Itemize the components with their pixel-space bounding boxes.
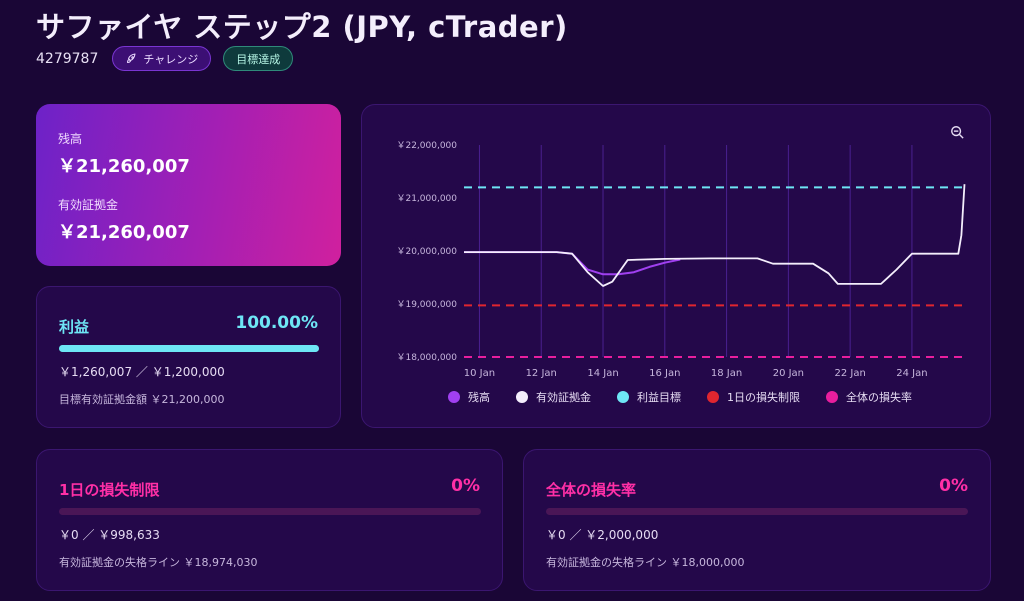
chart-legend: 残高 有効証拠金 利益目標 1日の損失制限 全体の損失率 — [448, 389, 912, 405]
profit-target-text: 目標有効証拠金額 ￥21,200,000 — [59, 393, 225, 406]
daily-loss-title: 1日の損失制限 — [59, 481, 160, 499]
equity-label: 有効証拠金 — [58, 198, 119, 212]
page-title: サファイヤ ステップ2 (JPY, cTrader) — [36, 10, 568, 44]
x-tick-label: 16 Jan — [649, 368, 680, 379]
profit-card: 利益 100.00% ￥1,260,007 ／ ￥1,200,000 目標有効証… — [36, 286, 341, 428]
daily-loss-amounts: ￥0 ／ ￥998,633 — [59, 528, 160, 542]
legend-dot — [516, 391, 528, 403]
achieved-badge-label: 目標達成 — [236, 52, 281, 66]
x-tick-label: 18 Jan — [711, 368, 742, 379]
series-line-0 — [464, 251, 681, 276]
overall-loss-amounts: ￥0 ／ ￥2,000,000 — [546, 528, 659, 542]
y-tick-label: ￥21,000,000 — [396, 194, 457, 204]
legend-label: 利益目標 — [637, 391, 681, 404]
challenge-badge: チャレンジ — [112, 46, 212, 71]
x-tick-label: 24 Jan — [896, 368, 927, 379]
balance-label: 残高 — [58, 132, 83, 146]
daily-loss-card: 1日の損失制限 0% ￥0 ／ ￥998,633 有効証拠金の失格ライン ￥18… — [36, 449, 503, 591]
balance-value: ￥21,260,007 — [58, 156, 190, 177]
overall-loss-card: 全体の損失率 0% ￥0 ／ ￥2,000,000 有効証拠金の失格ライン ￥1… — [523, 449, 991, 591]
profit-percent: 100.00% — [235, 313, 318, 333]
overall-loss-title: 全体の損失率 — [546, 481, 637, 499]
legend-label: 1日の損失制限 — [727, 391, 800, 404]
daily-loss-progress-track — [59, 508, 481, 515]
daily-loss-percent: 0% — [451, 476, 480, 496]
achieved-badge: 目標達成 — [223, 46, 294, 71]
legend-label: 残高 — [468, 391, 490, 404]
x-tick-label: 12 Jan — [526, 368, 557, 379]
legend-dot — [707, 391, 719, 403]
legend-dot — [448, 391, 460, 403]
overall-loss-percent: 0% — [939, 476, 968, 496]
zoom-out-icon[interactable] — [950, 125, 964, 139]
legend-item[interactable]: 利益目標 — [617, 389, 681, 405]
x-tick-label: 10 Jan — [464, 368, 495, 379]
equity-chart: 10 Jan 12 Jan 14 Jan 16 Jan 18 Jan 20 Jan 22 J… — [396, 141, 966, 379]
x-tick-label: 20 Jan — [773, 368, 804, 379]
legend-item[interactable]: 有効証拠金 — [516, 389, 591, 405]
x-tick-label: 14 Jan — [587, 368, 618, 379]
y-tick-label: ￥20,000,000 — [396, 247, 457, 257]
legend-label: 有効証拠金 — [536, 391, 591, 404]
legend-item[interactable]: 全体の損失率 — [826, 389, 912, 405]
daily-loss-fail-text: 有効証拠金の失格ライン ￥18,974,030 — [59, 556, 258, 569]
profit-progress-fill — [59, 345, 319, 352]
balance-card: 残高 ￥21,260,007 有効証拠金 ￥21,260,007 — [36, 104, 341, 266]
overall-loss-progress-track — [546, 508, 968, 515]
legend-item[interactable]: 1日の損失制限 — [707, 389, 800, 405]
account-id: 4279787 — [36, 50, 99, 67]
profit-progress-track — [59, 345, 319, 352]
rocket-icon — [127, 53, 136, 63]
legend-label: 全体の損失率 — [846, 391, 912, 404]
profit-amounts: ￥1,260,007 ／ ￥1,200,000 — [59, 365, 225, 379]
legend-dot — [617, 391, 629, 403]
series-line-1 — [464, 184, 966, 287]
equity-chart-card: 10 Jan 12 Jan 14 Jan 16 Jan 18 Jan 20 Jan 22 J… — [361, 104, 991, 428]
y-tick-label: ￥19,000,000 — [396, 300, 457, 310]
y-tick-label: ￥18,000,000 — [396, 353, 457, 363]
equity-value: ￥21,260,007 — [58, 222, 190, 243]
profit-title: 利益 — [59, 318, 90, 336]
legend-dot — [826, 391, 838, 403]
account-meta: 4279787 チャレンジ 目標達成 — [36, 46, 294, 71]
overall-loss-fail-text: 有効証拠金の失格ライン ￥18,000,000 — [546, 556, 745, 569]
x-tick-label: 22 Jan — [834, 368, 865, 379]
legend-item[interactable]: 残高 — [448, 389, 490, 405]
challenge-badge-label: チャレンジ — [143, 52, 199, 66]
y-tick-label: ￥22,000,000 — [396, 141, 457, 151]
